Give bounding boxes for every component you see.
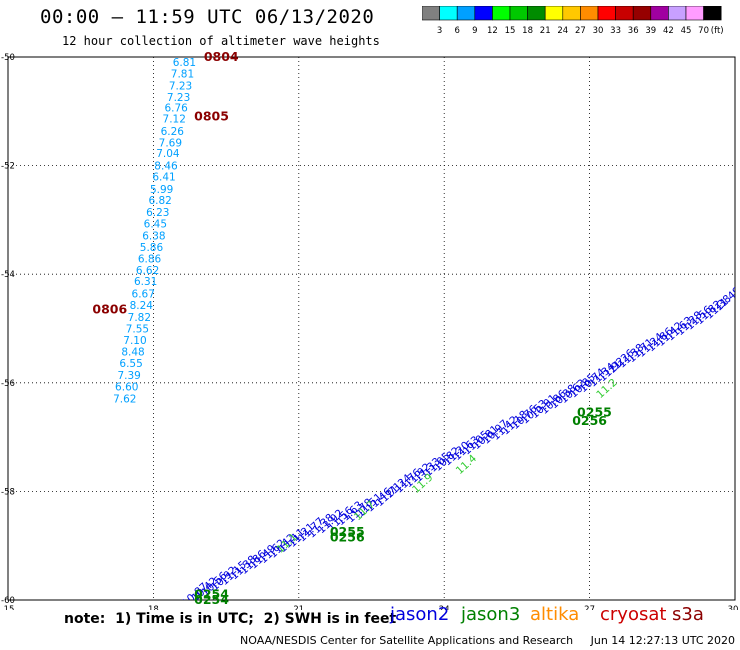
legend-cryosat: cryosat	[600, 604, 667, 625]
data-point-cryosat: 7.82	[128, 312, 151, 324]
colorbar-label: 39	[645, 26, 656, 36]
data-point-cryosat: 6.55	[119, 358, 142, 370]
data-point-cryosat: 8.24	[130, 300, 154, 312]
colorbar-label: 15	[505, 26, 516, 36]
time-label: 0254	[194, 592, 229, 607]
y-tick-label: -60	[1, 596, 15, 606]
colorbar-label: 9	[472, 26, 477, 36]
colorbar-label: 27	[575, 26, 586, 36]
colorbar-label: 21	[540, 26, 551, 36]
data-point-cryosat: 7.04	[156, 148, 180, 160]
data-point-cryosat: 7.62	[113, 393, 136, 405]
legend-s3a: s3a	[672, 604, 704, 625]
colorbar-label: 18	[522, 26, 533, 36]
plot-frame	[7, 56, 736, 601]
data-point-cryosat: 6.31	[134, 276, 157, 288]
data-point-cryosat: 7.81	[171, 69, 194, 81]
chart-subtitle: 12 hour collection of altimeter wave hei…	[62, 34, 380, 48]
data-point-cryosat: 7.69	[159, 138, 182, 150]
wave-height-plot: 15 18 21 24 27 30-50-52-54-56-58-607.526.817.…	[1, 48, 740, 610]
data-point-cryosat: 6.86	[138, 253, 162, 265]
colorbar-label: 36	[628, 26, 639, 36]
data-point-cryosat: 6.38	[142, 230, 165, 242]
time-label: 0806	[92, 301, 127, 316]
colorbar-label: 6	[454, 26, 459, 36]
time-label: 0804	[204, 49, 239, 64]
x-tick-label: 24	[439, 605, 450, 610]
data-point-cryosat: 7.23	[169, 81, 192, 93]
legend-jason3: jason3	[461, 604, 521, 625]
data-point-cryosat: 6.62	[136, 265, 159, 277]
data-point-cryosat: 6.23	[146, 207, 169, 219]
data-point-cryosat: 6.41	[152, 171, 175, 183]
time-label: 0256	[330, 530, 365, 545]
x-tick-label: 18	[148, 605, 159, 610]
data-point-cryosat: 6.60	[115, 381, 138, 393]
y-tick-label: -58	[1, 487, 15, 497]
data-point-cryosat: 7.12	[163, 114, 186, 126]
colorbar-label: 3	[437, 26, 442, 36]
color-scale-legend: 3 6 9 12 15 18 21 24 27 30 33 36 39 42 45 70 (ft)	[422, 6, 724, 36]
data-point-cryosat: 8.48	[121, 347, 144, 359]
time-label: 0256	[572, 413, 607, 428]
data-point-cryosat: 6.81	[173, 57, 196, 69]
x-tick-label: 15	[4, 605, 15, 610]
time-label: 0255	[330, 524, 365, 539]
colorbar-swatch	[703, 6, 722, 21]
y-tick-label: -52	[1, 162, 15, 172]
colorbar-unit: (ft)	[711, 26, 724, 36]
y-tick-label: -50	[1, 53, 15, 63]
data-point-cryosat: 6.26	[161, 126, 185, 138]
footer-note: note: 1) Time is in UTC; 2) SWH is in fe…	[64, 611, 397, 627]
colorbar-label: 70	[698, 26, 709, 36]
data-point-cryosat: 6.76	[164, 102, 188, 114]
chart-title: 00:00 – 11:59 UTC 06/13/2020	[40, 6, 375, 28]
y-tick-label: -54	[1, 270, 15, 280]
x-tick-label: 21	[293, 605, 304, 610]
data-point-cryosat: 7.23	[167, 92, 190, 104]
data-point-cryosat: 6.67	[132, 289, 155, 301]
legend-jason2: jason2	[390, 604, 450, 625]
data-point-cryosat: 5.86	[140, 242, 164, 254]
data-point-jason2: 11.49	[713, 285, 740, 314]
data-point-cryosat: 7.52	[171, 48, 194, 60]
time-label: 0254	[194, 587, 229, 602]
time-label: 0255	[577, 405, 612, 420]
x-tick-label: 27	[584, 605, 595, 610]
y-tick-label: -56	[1, 379, 15, 389]
x-tick-label: 30	[728, 605, 739, 610]
footer-credit: NOAA/NESDIS Center for Satellite Applica…	[240, 634, 735, 647]
colorbar-label: 45	[681, 26, 692, 36]
data-point-cryosat: 7.10	[123, 335, 146, 347]
data-point-cryosat: 7.55	[126, 323, 149, 335]
colorbar-label: 33	[610, 26, 621, 36]
colorbar-label: 42	[663, 26, 674, 36]
data-point-cryosat: 5.99	[150, 184, 173, 196]
colorbar-label: 12	[487, 26, 498, 36]
colorbar-label: 30	[593, 26, 604, 36]
data-point-cryosat: 8.46	[154, 160, 178, 172]
data-point-cryosat: 7.39	[117, 370, 140, 382]
data-point-cryosat: 6.45	[144, 219, 167, 231]
colorbar-label: 24	[557, 26, 568, 36]
legend-altika: altika	[530, 604, 580, 625]
time-label: 0805	[194, 109, 229, 124]
data-point-cryosat: 6.82	[148, 195, 171, 207]
